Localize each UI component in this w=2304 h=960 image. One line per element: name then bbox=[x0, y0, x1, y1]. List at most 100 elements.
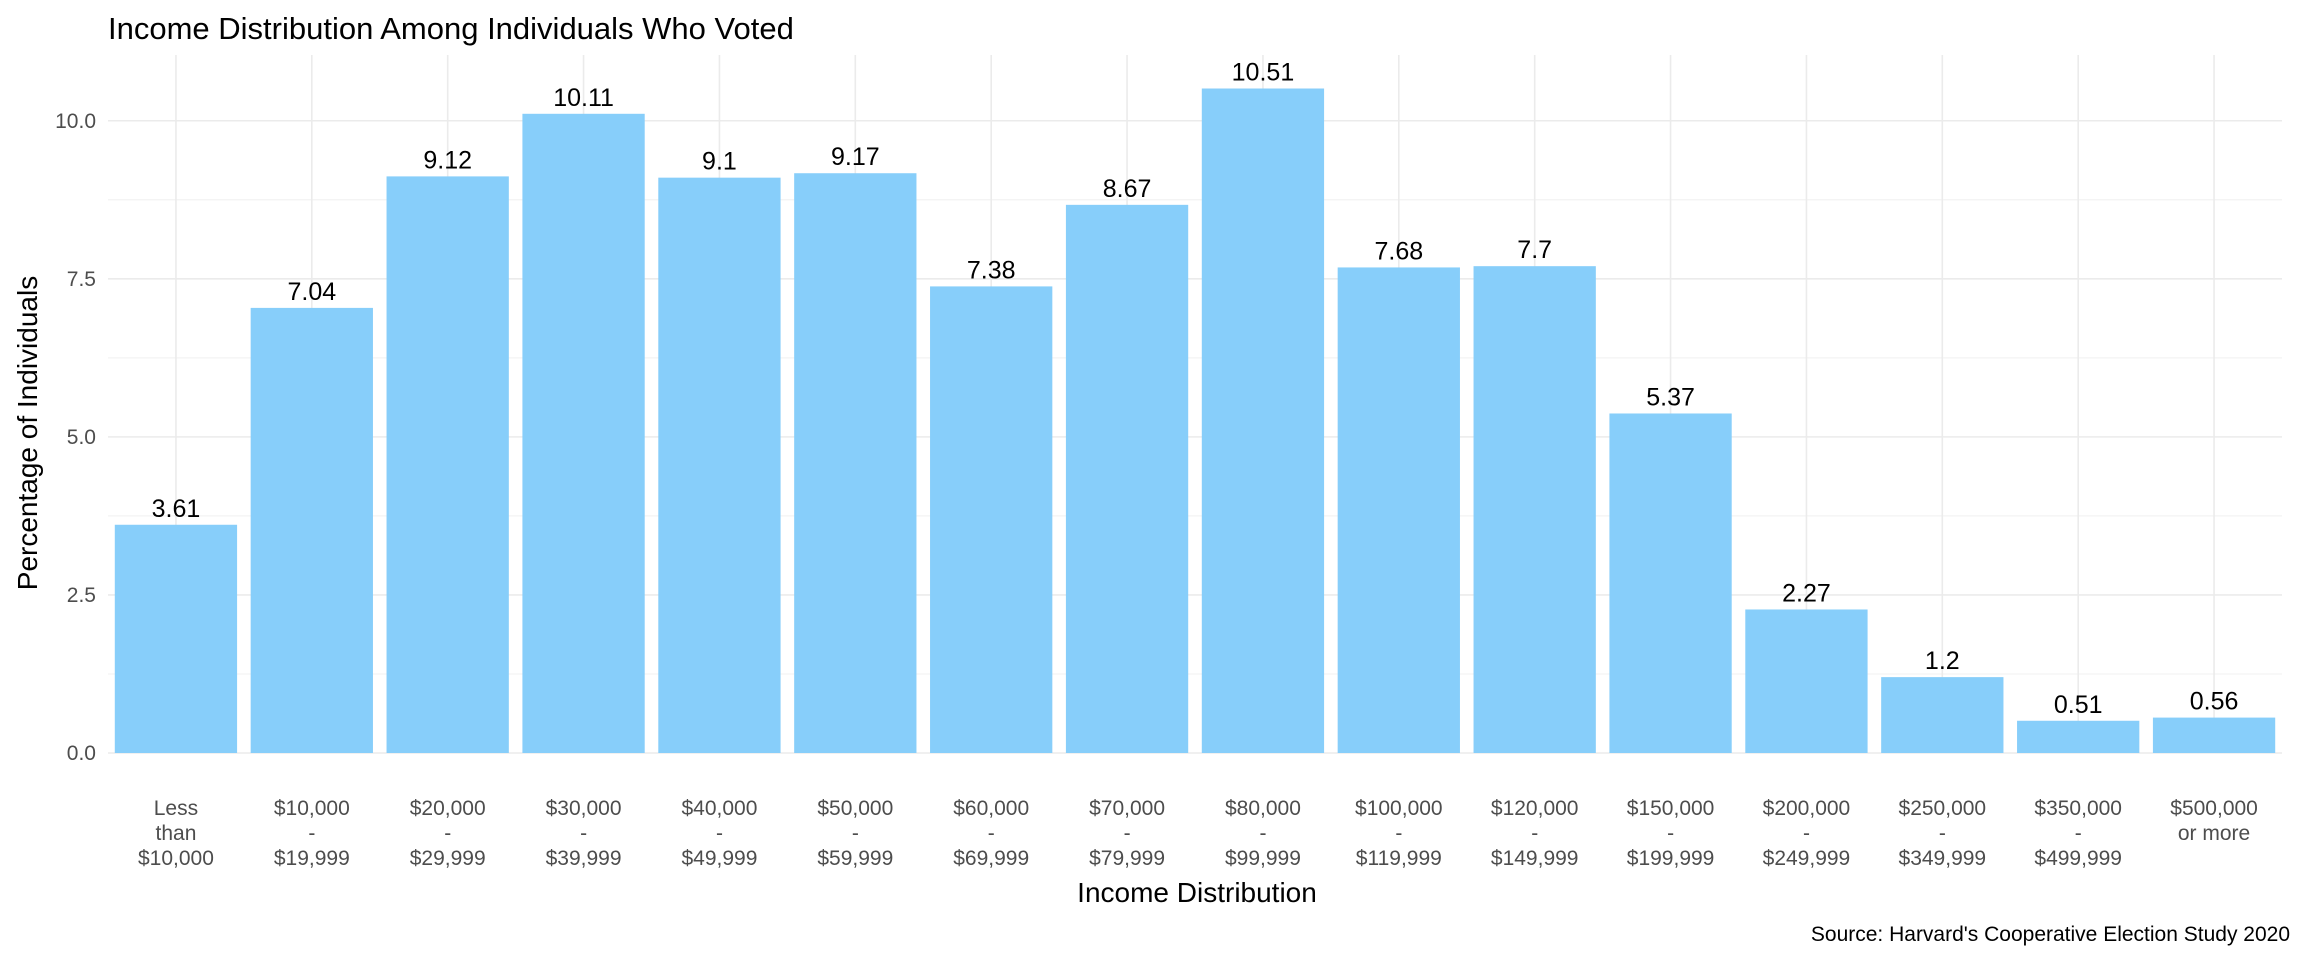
x-tick-label-line: - bbox=[1803, 822, 1810, 845]
x-tick-label-line: $199,999 bbox=[1627, 847, 1715, 870]
y-tick-label: 10.0 bbox=[55, 110, 96, 133]
x-tick-label-line: $29,999 bbox=[410, 847, 486, 870]
bar bbox=[794, 173, 917, 753]
x-tick-label: $40,000 -$49,999 bbox=[681, 797, 757, 870]
x-tick-label: Less than $10,000 bbox=[138, 797, 214, 870]
x-tick-label-line: $120,000 bbox=[1491, 797, 1579, 820]
x-tick-label-line: - bbox=[1124, 822, 1131, 845]
bar-value-label: 10.11 bbox=[553, 84, 614, 112]
y-tick-label: 2.5 bbox=[67, 584, 96, 607]
x-tick-label-line: $60,000 bbox=[953, 797, 1029, 820]
bar bbox=[1201, 88, 1325, 754]
x-tick-label: $80,000 -$99,999 bbox=[1225, 797, 1301, 870]
bar-value-label: 7.7 bbox=[1517, 236, 1552, 264]
x-tick-label-line: $200,000 bbox=[1763, 797, 1851, 820]
bar bbox=[658, 177, 781, 754]
x-axis-ticks: Less than $10,000$10,000 -$19,999$20,000 -$2… bbox=[138, 797, 2258, 870]
x-tick-label: $20,000 -$29,999 bbox=[410, 797, 486, 870]
value-labels-layer: 3.61 7.04 9.12 10.11 9.1 9.17 7.38 8.67 10.51 7.6… bbox=[152, 59, 2239, 719]
x-tick-label-line: $19,999 bbox=[274, 847, 350, 870]
bar bbox=[250, 307, 373, 753]
y-tick-label: 7.5 bbox=[67, 268, 96, 291]
x-tick-label-line: $39,999 bbox=[546, 847, 622, 870]
x-tick-label-line: $30,000 bbox=[546, 797, 622, 820]
x-tick-label-line: $49,999 bbox=[681, 847, 757, 870]
x-tick-label-line: - bbox=[580, 822, 587, 845]
x-tick-label-line: $69,999 bbox=[953, 847, 1029, 870]
bar-value-label: 0.56 bbox=[2190, 688, 2239, 716]
bar-value-label: 7.04 bbox=[287, 278, 336, 306]
x-tick-label: $500,000 or more bbox=[2170, 797, 2258, 845]
x-tick-label-line: $499,999 bbox=[2034, 847, 2122, 870]
bar-value-label: 9.1 bbox=[702, 148, 737, 176]
x-tick-label-line: - bbox=[988, 822, 995, 845]
bar bbox=[2017, 720, 2140, 753]
x-tick-label: $200,000 -$249,999 bbox=[1763, 797, 1851, 870]
x-tick-label: $30,000 -$39,999 bbox=[546, 797, 622, 870]
x-tick-label-line: $10,000 bbox=[138, 847, 214, 870]
x-tick-label-line: $100,000 bbox=[1355, 797, 1443, 820]
x-tick-label-line: - bbox=[1531, 822, 1538, 845]
x-tick-label: $50,000 -$59,999 bbox=[817, 797, 893, 870]
x-tick-label-line: $350,000 bbox=[2034, 797, 2122, 820]
y-axis-ticks: 0.0 2.5 5.0 7.5 10.0 bbox=[55, 110, 96, 765]
bar-value-label: 3.61 bbox=[152, 495, 201, 523]
bar bbox=[1473, 266, 1596, 753]
x-tick-label-line: $349,999 bbox=[1899, 847, 1987, 870]
x-tick-label-line: $500,000 bbox=[2170, 797, 2258, 820]
y-tick-label: 5.0 bbox=[67, 426, 96, 449]
x-tick-label-line: $99,999 bbox=[1225, 847, 1301, 870]
x-tick-label-line: - bbox=[852, 822, 859, 845]
bar bbox=[1881, 677, 2004, 753]
x-tick-label-line: $20,000 bbox=[410, 797, 486, 820]
bar-value-label: 0.51 bbox=[2054, 691, 2103, 719]
bar bbox=[114, 524, 238, 753]
x-tick-label-line: or more bbox=[2178, 822, 2250, 845]
x-tick-label-line: - bbox=[444, 822, 451, 845]
bar bbox=[1337, 267, 1460, 753]
y-tick-label: 0.0 bbox=[67, 742, 96, 765]
bar bbox=[522, 113, 645, 754]
bar-value-label: 7.68 bbox=[1374, 237, 1423, 265]
x-tick-label-line: Less bbox=[154, 797, 198, 820]
x-tick-label-line: - bbox=[1259, 822, 1266, 845]
bar bbox=[386, 176, 509, 754]
x-tick-label-line: $70,000 bbox=[1089, 797, 1165, 820]
x-tick-label-line: $150,000 bbox=[1627, 797, 1715, 820]
bar-value-label: 7.38 bbox=[967, 256, 1016, 284]
x-tick-label: $120,000 -$149,999 bbox=[1491, 797, 1579, 870]
x-tick-label-line: $119,999 bbox=[1356, 847, 1442, 870]
bar bbox=[930, 286, 1053, 753]
x-tick-label-line: - bbox=[2075, 822, 2082, 845]
bar-value-label: 1.2 bbox=[1925, 647, 1960, 675]
x-tick-label-line: $10,000 bbox=[274, 797, 350, 820]
x-tick-label: $10,000 -$19,999 bbox=[274, 797, 350, 870]
bar-value-label: 5.37 bbox=[1646, 383, 1695, 411]
bars-layer bbox=[114, 88, 2276, 754]
x-tick-label: $350,000 -$499,999 bbox=[2034, 797, 2122, 870]
source-caption: Source: Harvard's Cooperative Election S… bbox=[1811, 923, 2290, 946]
x-tick-label: $150,000 -$199,999 bbox=[1627, 797, 1715, 870]
x-tick-label-line: $59,999 bbox=[817, 847, 893, 870]
x-tick-label-line: $250,000 bbox=[1899, 797, 1987, 820]
bar-value-label: 8.67 bbox=[1103, 175, 1152, 203]
bar bbox=[1065, 204, 1189, 753]
x-tick-label-line: $249,999 bbox=[1763, 847, 1851, 870]
x-tick-label-line: $80,000 bbox=[1225, 797, 1301, 820]
bar-value-label: 2.27 bbox=[1782, 579, 1831, 607]
bar bbox=[1609, 413, 1732, 753]
x-tick-label-line: - bbox=[716, 822, 723, 845]
bar-value-label: 9.17 bbox=[831, 143, 880, 171]
x-tick-label-line: $149,999 bbox=[1491, 847, 1579, 870]
x-tick-label-line: - bbox=[1395, 822, 1402, 845]
x-tick-label-line: $40,000 bbox=[681, 797, 757, 820]
bar bbox=[1745, 609, 1868, 753]
x-tick-label: $250,000 -$349,999 bbox=[1899, 797, 1987, 870]
bar-value-label: 10.51 bbox=[1232, 59, 1295, 87]
x-tick-label-line: - bbox=[308, 822, 315, 845]
bar-value-label: 9.12 bbox=[423, 146, 472, 174]
x-tick-label: $60,000 -$69,999 bbox=[953, 797, 1029, 870]
chart-title: Income Distribution Among Individuals Wh… bbox=[108, 11, 794, 46]
